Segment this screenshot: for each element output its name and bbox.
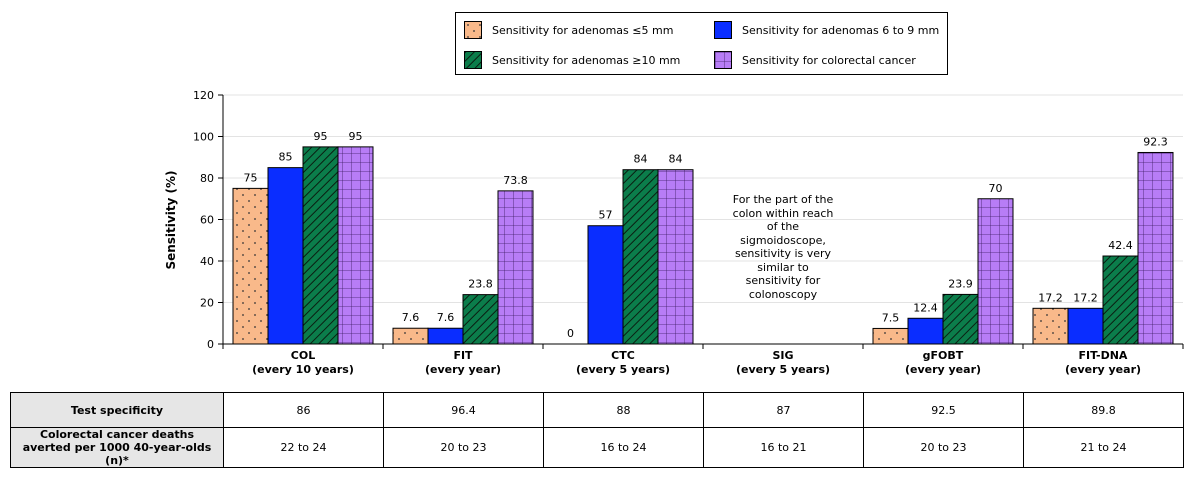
data-label: 23.9 [948,277,973,290]
y-tick-label: 80 [200,172,214,185]
bar [1067,307,1104,345]
x-category-label: FIT-DNA [1079,349,1128,362]
legend-label: Sensitivity for colorectal cancer [742,53,916,67]
y-axis-title: Sensitivity (%) [164,170,178,269]
row-header: Colorectal cancer deaths averted per 100… [10,427,224,468]
table-cell: 20 to 23 [383,427,544,468]
bar [232,187,269,345]
data-label: 7.6 [402,311,420,324]
data-label: 17.2 [1073,291,1098,304]
x-category-label: SIG [772,349,793,362]
x-category-sublabel: (every 5 years) [576,363,670,376]
bar [587,225,624,345]
data-label: 75 [244,171,258,184]
x-category-sublabel: (every 10 years) [252,363,354,376]
table-cell: 92.5 [863,392,1024,428]
x-axis-labels: COL(every 10 years)FIT(every year)CTC(ev… [252,349,1141,376]
hatched-green-swatch-icon [464,51,482,69]
x-category-label: gFOBT [923,349,964,362]
bar [942,293,979,345]
x-category-label: FIT [453,349,473,362]
legend-item-adenomas-medium: Sensitivity for adenomas 6 to 9 mm [714,20,939,40]
bar [497,190,534,345]
bar [337,146,374,345]
data-label: 85 [279,151,293,164]
dotted-orange-swatch-icon [464,21,482,39]
y-axis: 0 20 40 60 80 100 120 [193,89,1184,351]
x-category-sublabel: (every year) [1065,363,1141,376]
blue-swatch-icon [714,21,732,39]
legend-label: Sensitivity for adenomas ≤5 mm [492,23,674,37]
bar [872,327,909,345]
y-tick-label: 120 [193,89,214,102]
bar [392,327,429,345]
data-labels: 75 85 95 95 7.6 7.6 23.8 73.8 0 57 84 84 7.5 12.4 23.9… [244,130,1168,340]
bar [267,167,304,345]
specificity-table: Test specificity 86 96.4 88 87 92.5 89.8… [10,392,1184,468]
data-label: 84 [669,153,683,166]
bar [657,169,694,345]
bar [427,327,464,345]
gridlines [223,94,1183,345]
table-cell: 16 to 21 [703,427,864,468]
table-cell: 87 [703,392,864,428]
table-cell: 86 [223,392,384,428]
x-category-sublabel: (every 5 years) [736,363,830,376]
bar [622,169,659,345]
bar-chart: 0 20 40 60 80 100 120 75 85 95 95 7.6 7.6 23.8 73.8 0 5… [164,89,1184,376]
data-label: 70 [989,182,1003,195]
data-label: 17.2 [1038,291,1063,304]
bar [462,294,499,345]
legend-item-colorectal-cancer: Sensitivity for colorectal cancer [714,50,916,70]
bar [302,146,339,345]
sig-annotation: For the part of the colon within reach o… [732,193,834,301]
x-category-label: COL [291,349,315,362]
grid-purple-swatch-icon [714,51,732,69]
table-row-specificity: Test specificity 86 96.4 88 87 92.5 89.8 [10,392,1184,428]
table-cell: 20 to 23 [863,427,1024,468]
data-label: 92.3 [1143,135,1168,148]
y-tick-label: 0 [207,338,214,351]
x-category-sublabel: (every year) [905,363,981,376]
legend: Sensitivity for adenomas ≤5 mm Sensitivi… [455,12,948,75]
bar [1032,307,1069,345]
row-header: Test specificity [10,392,224,428]
bar [977,198,1014,345]
data-label: 73.8 [503,174,528,187]
y-tick-label: 100 [193,131,214,144]
bar [1137,151,1174,345]
legend-item-adenomas-small: Sensitivity for adenomas ≤5 mm [464,20,673,40]
data-label: 7.5 [882,311,900,324]
table-cell: 21 to 24 [1023,427,1184,468]
table-cell: 96.4 [383,392,544,428]
data-label: 0 [567,327,574,340]
bar [907,317,944,345]
x-category-label: CTC [611,349,635,362]
table-cell: 22 to 24 [223,427,384,468]
data-label: 23.8 [468,278,493,291]
table-cell: 88 [543,392,704,428]
data-label: 57 [599,209,613,222]
data-label: 95 [314,130,328,143]
data-label: 95 [349,130,363,143]
table-cell: 89.8 [1023,392,1184,428]
table-row-deaths-averted: Colorectal cancer deaths averted per 100… [10,427,1184,468]
data-label: 12.4 [913,301,938,314]
data-label: 84 [634,153,648,166]
y-tick-label: 20 [200,297,214,310]
legend-item-adenomas-large: Sensitivity for adenomas ≥10 mm [464,50,680,70]
x-category-sublabel: (every year) [425,363,501,376]
bar [1102,255,1139,345]
data-label: 42.4 [1108,239,1133,252]
y-tick-label: 40 [200,255,214,268]
legend-label: Sensitivity for adenomas ≥10 mm [492,53,681,67]
data-label: 7.6 [437,311,455,324]
y-tick-label: 60 [200,214,214,227]
bars [232,146,1174,345]
legend-label: Sensitivity for adenomas 6 to 9 mm [742,23,940,37]
table-cell: 16 to 24 [543,427,704,468]
